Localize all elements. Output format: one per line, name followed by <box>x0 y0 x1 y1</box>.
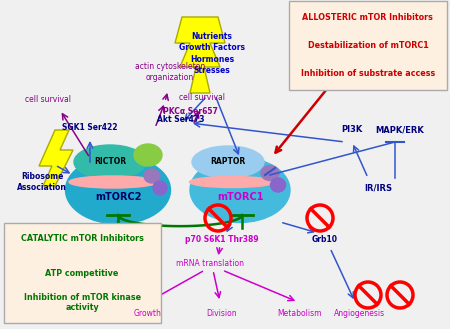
Text: RAPTOR: RAPTOR <box>211 158 246 166</box>
Text: Ribosome
Association: Ribosome Association <box>17 172 67 192</box>
Ellipse shape <box>69 176 157 188</box>
Text: MAPK/ERK: MAPK/ERK <box>376 125 424 135</box>
Text: ATP competitive: ATP competitive <box>45 268 119 278</box>
Text: actin cytoskeleton
organization: actin cytoskeleton organization <box>135 62 205 82</box>
Text: ALLOSTERIC mTOR Inhibitors: ALLOSTERIC mTOR Inhibitors <box>302 13 433 22</box>
Text: Angiogenesis: Angiogenesis <box>334 309 386 317</box>
Ellipse shape <box>192 146 264 178</box>
Text: Metabolism: Metabolism <box>278 309 322 317</box>
Text: Inhibition of mTOR kinase
activity: Inhibition of mTOR kinase activity <box>23 293 141 312</box>
Ellipse shape <box>153 181 167 195</box>
Text: PKCα Ser657: PKCα Ser657 <box>163 108 218 116</box>
Text: cell survival: cell survival <box>179 93 225 103</box>
Text: IR/IRS: IR/IRS <box>364 184 392 192</box>
FancyBboxPatch shape <box>289 1 446 90</box>
Polygon shape <box>175 17 225 93</box>
Text: Inhibition of substrate access: Inhibition of substrate access <box>301 69 435 78</box>
Text: Destabilization of mTORC1: Destabilization of mTORC1 <box>307 41 428 50</box>
Ellipse shape <box>66 156 171 224</box>
Ellipse shape <box>189 176 274 188</box>
Text: CATALYTIC mTOR Inhibitors: CATALYTIC mTOR Inhibitors <box>21 234 144 243</box>
Text: mTORC2: mTORC2 <box>95 192 141 202</box>
Text: PI3K: PI3K <box>342 125 363 135</box>
Ellipse shape <box>190 158 290 222</box>
Ellipse shape <box>144 169 160 183</box>
Ellipse shape <box>74 145 146 179</box>
Text: p70 S6K1 Thr389: p70 S6K1 Thr389 <box>185 236 259 244</box>
Ellipse shape <box>261 165 279 181</box>
Ellipse shape <box>270 178 285 192</box>
Text: mRNA translation: mRNA translation <box>176 259 244 267</box>
Ellipse shape <box>134 144 162 166</box>
FancyBboxPatch shape <box>4 223 161 323</box>
Text: Grb10: Grb10 <box>312 236 338 244</box>
Text: mTORC1: mTORC1 <box>217 192 263 202</box>
Text: Akt Ser473: Akt Ser473 <box>157 115 205 124</box>
Text: Nutrients
Growth Factors
Hormones
Stresses: Nutrients Growth Factors Hormones Stress… <box>179 32 245 75</box>
Text: SGK1 Ser422: SGK1 Ser422 <box>62 123 118 133</box>
Polygon shape <box>39 130 73 186</box>
Text: cell survival: cell survival <box>25 95 71 105</box>
Text: Growth: Growth <box>134 309 162 317</box>
Text: Division: Division <box>207 309 237 317</box>
Text: RICTOR: RICTOR <box>94 158 126 166</box>
